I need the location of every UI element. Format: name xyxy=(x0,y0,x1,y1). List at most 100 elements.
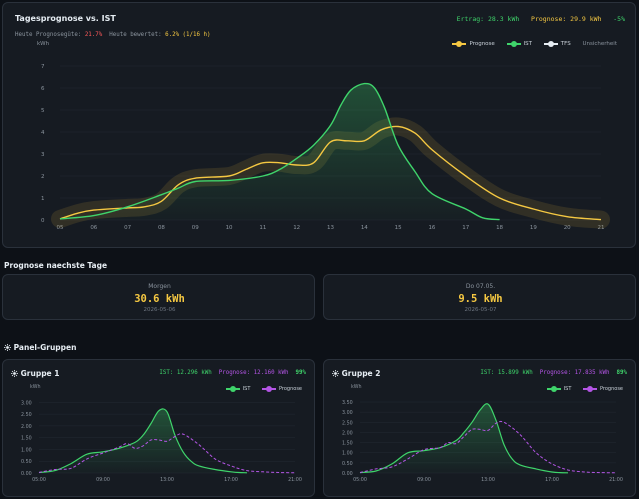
legend-tfs-swatch xyxy=(543,41,558,47)
group-title: Gruppe 2 xyxy=(332,369,380,378)
group-card-1: Gruppe 1 IST: 12.296 kWh Prognose: 12.16… xyxy=(2,359,315,497)
quality-line: Heute Prognosegüte: 21.7% Heute bewertet… xyxy=(15,32,210,38)
quality-label-1: Heute Prognosegüte: xyxy=(15,32,82,38)
legend-prognose-swatch xyxy=(582,386,597,392)
y-tick-label: 2.50 xyxy=(342,420,353,426)
x-tick-label: 20 xyxy=(564,225,571,231)
x-tick-label: 11 xyxy=(259,225,266,231)
y-tick-label: 3.50 xyxy=(342,400,353,406)
x-tick-label: 13:00 xyxy=(160,477,174,483)
x-tick-label: 17:00 xyxy=(224,477,238,483)
prognose-series-line xyxy=(38,433,296,474)
legend-prognose[interactable]: Prognose xyxy=(452,41,495,47)
group-summary: IST: 12.296 kWh Prognose: 12.160 kWh 99% xyxy=(159,370,306,376)
legend-ist[interactable]: IST xyxy=(546,386,572,392)
sun-icon xyxy=(4,344,11,351)
y-tick-label: 6 xyxy=(41,86,45,92)
ist-area xyxy=(360,403,568,473)
x-tick-label: 13 xyxy=(327,225,334,231)
group-name: Gruppe 1 xyxy=(20,369,60,378)
quality-value-1: 21.7% xyxy=(84,32,103,38)
y-tick-label: 1.50 xyxy=(342,441,353,447)
x-tick-label: 17 xyxy=(462,225,469,231)
legend-prognose-label: Prognose xyxy=(599,386,623,392)
y-tick-label: 0.00 xyxy=(342,471,353,477)
summary-delta: -5% xyxy=(613,15,625,23)
legend-ist-label: IST xyxy=(563,386,572,392)
x-tick-label: 09:00 xyxy=(96,477,110,483)
y-tick-label: 1 xyxy=(41,196,45,202)
sun-icon xyxy=(332,370,339,377)
y-tick-label: 0 xyxy=(41,218,45,224)
x-tick-label: 05:00 xyxy=(353,477,367,483)
legend-prognose-label: Prognose xyxy=(469,41,495,47)
section-title-forecast: Prognose naechste Tage xyxy=(4,261,108,270)
prognose-series-line xyxy=(359,420,617,474)
x-tick-label: 17:00 xyxy=(545,477,559,483)
y-tick-label: 3.00 xyxy=(342,410,353,416)
y-tick-label: 5 xyxy=(41,108,45,114)
group-prognose: Prognose: 12.160 kWh xyxy=(218,370,289,376)
x-tick-label: 09:00 xyxy=(417,477,431,483)
y-unit-label: kWh xyxy=(37,41,50,47)
y-tick-label: 4 xyxy=(41,130,45,136)
forecast-card-label: Morgen xyxy=(148,283,171,290)
y-tick-label: 2.50 xyxy=(21,412,32,418)
group-ist: IST: 15.899 kWh xyxy=(480,370,533,376)
x-tick-label: 16 xyxy=(428,225,435,231)
group-card-2: Gruppe 2 IST: 15.899 kWh Prognose: 17.83… xyxy=(323,359,636,497)
x-tick-label: 19 xyxy=(530,225,537,231)
legend-unsicherheit[interactable]: Unsicherheit xyxy=(582,41,617,47)
legend-tfs[interactable]: TFS xyxy=(543,41,571,47)
ist-area xyxy=(60,83,500,220)
legend-tfs-label: TFS xyxy=(560,41,571,47)
legend-prognose-label: Prognose xyxy=(278,386,302,392)
y-tick-label: 2 xyxy=(41,174,45,180)
legend-prognose[interactable]: Prognose xyxy=(261,386,302,392)
y-tick-label: 0.50 xyxy=(21,459,32,465)
x-tick-label: 09 xyxy=(192,225,199,231)
group-legend: IST Prognose xyxy=(216,386,302,392)
legend-ist-label: IST xyxy=(523,41,533,47)
group-pct: 99% xyxy=(295,370,306,376)
prognose-series-line xyxy=(59,125,602,221)
y-tick-label: 0.00 xyxy=(21,471,32,477)
x-tick-label: 05:00 xyxy=(32,477,46,483)
section-title-panels-label: Panel-Gruppen xyxy=(13,343,77,352)
legend-ist[interactable]: IST xyxy=(225,386,250,392)
y-tick-label: 0.50 xyxy=(342,461,353,467)
forecast-card-date: 2026-05-07 xyxy=(464,307,497,313)
x-tick-label: 18 xyxy=(496,225,503,231)
group-name: Gruppe 2 xyxy=(341,369,381,378)
quality-value-2: 6.2% (1/16 h) xyxy=(165,32,211,38)
group-unit: kWh xyxy=(351,385,362,390)
x-tick-label: 15 xyxy=(395,225,402,231)
legend-ist[interactable]: IST xyxy=(506,41,533,47)
quality-label-2: Heute bewertet: xyxy=(109,32,162,38)
x-tick-label: 10 xyxy=(226,225,233,231)
forecast-card-2: Do 07.05. 9.5 kWh 2026-05-07 xyxy=(323,274,636,320)
y-tick-label: 1.00 xyxy=(342,451,353,457)
y-tick-label: 1.00 xyxy=(21,447,32,453)
y-tick-label: 3 xyxy=(41,152,45,158)
forecast-card-value: 30.6 kWh xyxy=(134,293,185,305)
group-pct: 89% xyxy=(616,370,627,376)
x-tick-label: 21:00 xyxy=(288,477,302,483)
summary-prognose: Prognose: 29.9 kWh xyxy=(531,15,602,23)
forecast-chart-card: Tagesprognose vs. IST Ertrag: 28.3 kWh P… xyxy=(2,2,636,248)
group-2-chart: 0.00 0.50 1.00 1.50 2.00 2.50 3.00 3.50 05:00 09:… xyxy=(342,400,623,483)
chart-legend: Prognose IST TFS Unsicherheit xyxy=(442,41,617,47)
legend-prognose[interactable]: Prognose xyxy=(582,386,623,392)
forecast-card-value: 9.5 kWh xyxy=(458,293,503,305)
ist-series-line xyxy=(59,82,500,221)
x-tick-label: 21 xyxy=(598,225,605,231)
group-unit: kWh xyxy=(30,385,41,390)
ist-series-line xyxy=(38,408,248,474)
legend-ist-swatch xyxy=(506,41,521,47)
y-tick-label: 7 xyxy=(41,64,45,70)
y-tick-label: 1.50 xyxy=(21,436,32,442)
y-tick-label: 2.00 xyxy=(21,424,32,430)
summary-ertrag: Ertrag: 28.3 kWh xyxy=(456,15,520,23)
legend-ist-swatch xyxy=(546,386,561,392)
